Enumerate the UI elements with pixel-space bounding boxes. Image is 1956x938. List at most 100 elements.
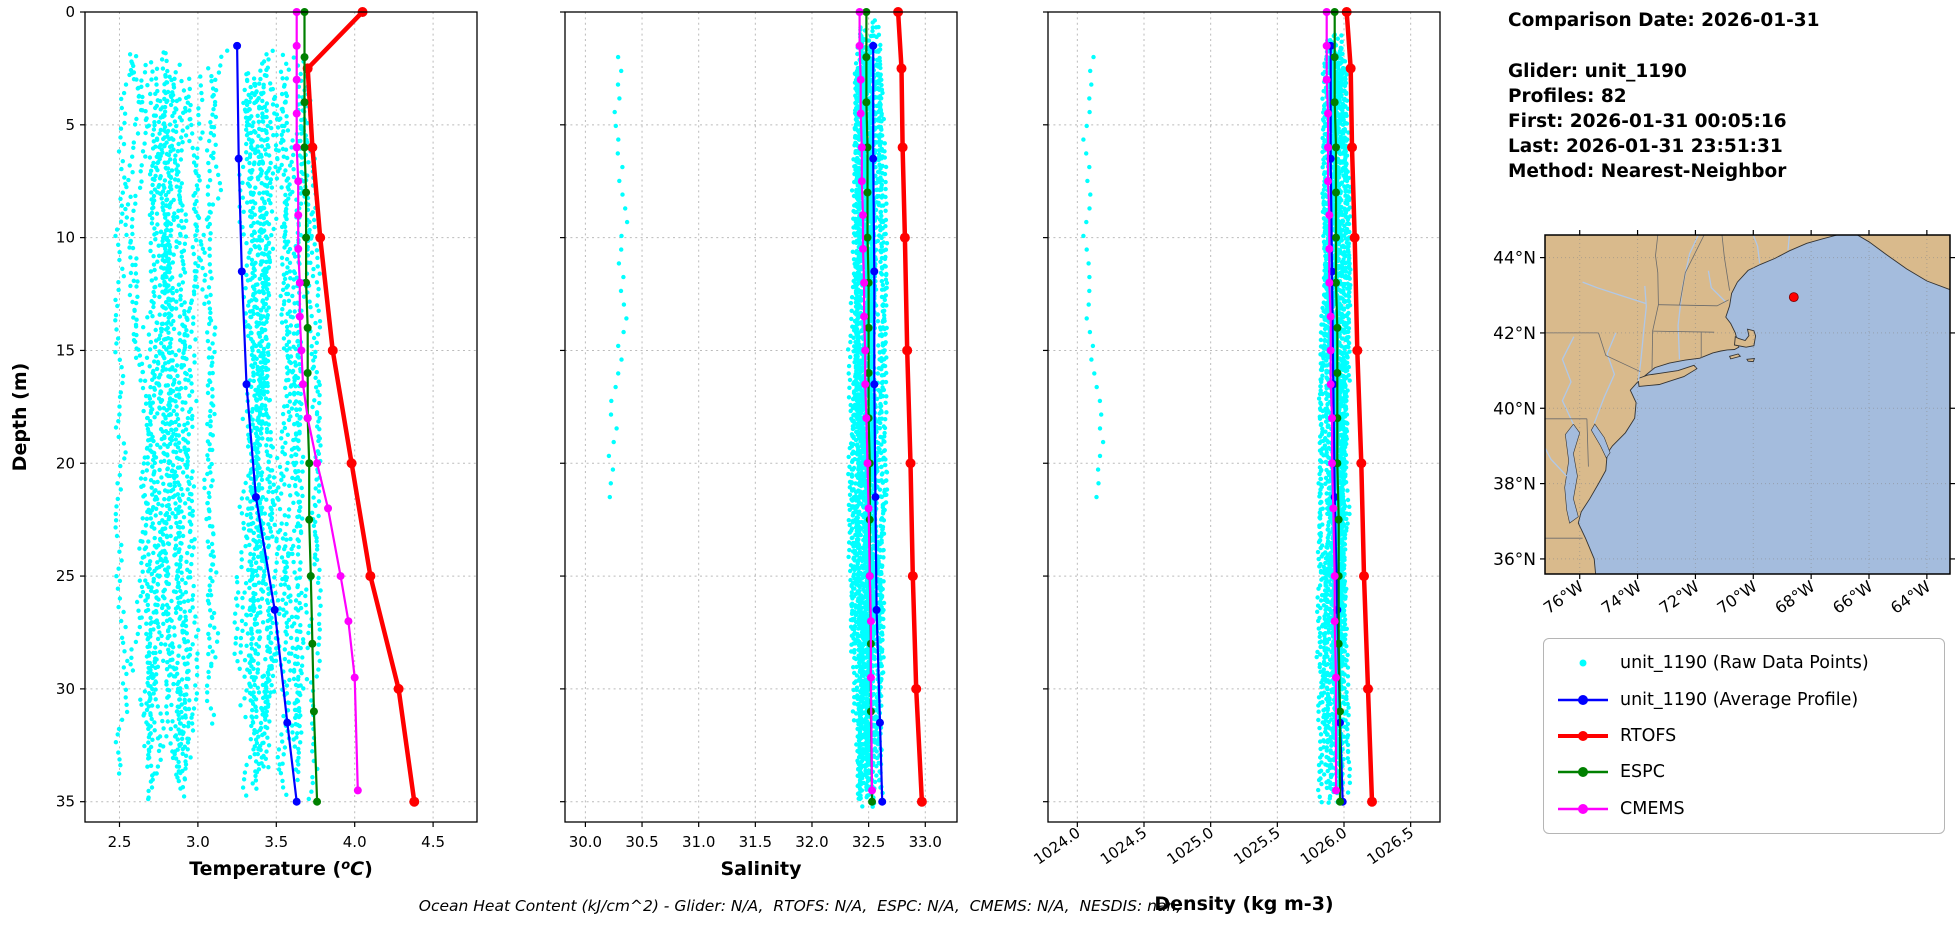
x-tick-label: 4.0: [343, 833, 367, 851]
lon-tick-label: 64°W: [1887, 577, 1934, 618]
temperature-series-marker: [347, 458, 357, 468]
temperature-series-marker: [305, 516, 313, 524]
info-spacer: [1508, 33, 1820, 59]
glider-name: Glider: unit_1190: [1508, 59, 1820, 84]
x-tick-label: 3.5: [264, 833, 288, 851]
density-series-marker: [1323, 76, 1331, 84]
salinity-series-marker: [858, 177, 866, 185]
salinity-series-marker: [861, 346, 869, 354]
legend-item-1: unit_1190 (Average Profile): [1554, 689, 1944, 711]
profile-count: Profiles: 82: [1508, 84, 1820, 109]
density-series-marker: [1336, 798, 1344, 806]
temperature-series-line: [297, 12, 358, 790]
salinity-series-marker: [867, 617, 875, 625]
temperature-series-marker: [394, 684, 404, 694]
salinity-series-marker: [865, 504, 873, 512]
temperature-series-marker: [351, 674, 359, 682]
x-tick-label: 1024.5: [1097, 824, 1150, 869]
salinity-series-marker: [900, 233, 910, 243]
density-series-marker: [1327, 346, 1335, 354]
temperature-axis-label: Temperature (oC): [189, 858, 373, 880]
gridlines: [565, 12, 957, 822]
x-tick-label: 2.5: [108, 833, 132, 851]
temperature-series-marker: [238, 267, 246, 275]
x-tick-label: 4.5: [421, 833, 445, 851]
density-series-marker: [1331, 53, 1339, 61]
temperature-series-marker: [294, 245, 302, 253]
legend-label: ESPC: [1620, 762, 1665, 782]
salinity-series-marker: [861, 380, 869, 388]
temperature-series-marker: [304, 324, 312, 332]
salinity-series-marker: [866, 572, 874, 580]
temperature-series-marker: [301, 143, 309, 151]
depth-tick-label: 10: [56, 229, 75, 247]
salinity-series-marker: [871, 493, 879, 501]
density-raw-data-points: [1083, 57, 1103, 497]
temperature-series-marker: [293, 110, 301, 118]
temperature-series-marker: [283, 719, 291, 727]
density-axes-frame: [1048, 12, 1440, 822]
depth-tick-label: 15: [56, 341, 75, 359]
salinity-series-marker: [876, 719, 884, 727]
temperature-series-marker: [296, 279, 304, 287]
depth-tick-label: 25: [56, 567, 75, 585]
legend-swatch-icon: [1554, 652, 1612, 674]
comparison-date: Comparison Date: 2026-01-31: [1508, 8, 1820, 33]
temperature-series-marker: [305, 459, 313, 467]
density-series-marker: [1352, 345, 1362, 355]
depth-tick-label: 20: [56, 454, 75, 472]
temperature-series-marker: [315, 233, 325, 243]
temperature-raw-data-points: [115, 51, 320, 799]
temperature-series-marker: [310, 707, 318, 715]
salinity-series-marker: [902, 345, 912, 355]
temperature-series-marker: [293, 42, 301, 50]
density-series-marker: [1333, 324, 1341, 332]
density-series-marker: [1331, 617, 1339, 625]
lat-tick-label: 36°N: [1493, 550, 1536, 570]
salinity-series-marker: [865, 324, 873, 332]
legend-item-4: CMEMS: [1554, 798, 1944, 820]
lat-tick-label: 42°N: [1493, 324, 1536, 344]
ocean-heat-content-caption: Ocean Heat Content (kJ/cm^2) - Glider: N…: [250, 897, 1350, 915]
lon-tick-label: 70°W: [1713, 577, 1760, 618]
density-series-marker: [1325, 211, 1333, 219]
salinity-series-marker: [868, 786, 876, 794]
first-profile-time: First: 2026-01-31 00:05:16: [1508, 109, 1820, 134]
temperature-series-marker: [301, 98, 309, 106]
x-tick-label: 3.0: [186, 833, 210, 851]
density-series-marker: [1332, 143, 1340, 151]
density-series-marker: [1325, 279, 1333, 287]
density-series-marker: [1359, 571, 1369, 581]
legend-label: unit_1190 (Raw Data Points): [1620, 653, 1869, 673]
temperature-series-marker: [365, 571, 375, 581]
salinity-series-marker: [869, 42, 877, 50]
salinity-series-marker: [857, 110, 865, 118]
density-series-marker: [1363, 684, 1373, 694]
density-series-marker: [1324, 110, 1332, 118]
temperature-series-marker: [337, 572, 345, 580]
legend-item-3: ESPC: [1554, 761, 1944, 783]
salinity-series-marker: [859, 211, 867, 219]
temperature-series-marker: [296, 313, 304, 321]
legend-item-2: RTOFS: [1554, 725, 1944, 747]
lon-tick-label: 72°W: [1656, 577, 1703, 618]
temperature-series-marker: [344, 617, 352, 625]
density-series-marker: [1356, 458, 1366, 468]
temperature-series-marker: [313, 459, 321, 467]
salinity-series-marker: [908, 571, 918, 581]
lon-tick-label: 76°W: [1540, 577, 1587, 618]
salinity-series-marker: [873, 606, 881, 614]
temperature-series-marker: [313, 798, 321, 806]
density-series-marker: [1333, 369, 1341, 377]
salinity-series-marker: [869, 155, 877, 163]
temperature-series-marker: [297, 346, 305, 354]
salinity-series-marker: [862, 98, 870, 106]
temperature-series-marker: [301, 53, 309, 61]
salinity-series-marker: [863, 189, 871, 197]
salinity-series-marker: [911, 684, 921, 694]
gridlines: [1048, 12, 1440, 822]
salinity-series-marker: [859, 245, 867, 253]
